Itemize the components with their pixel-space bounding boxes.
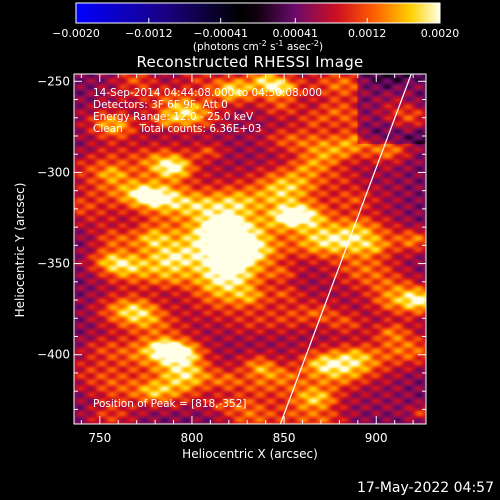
y-axis-label: Heliocentric Y (arcsec) [13, 183, 27, 318]
annotation-clean-counts: Clean Total counts: 6.36E+03 [93, 123, 262, 135]
annotation-block: 14-Sep-2014 04:44:08.000 to 04:50:08.000… [93, 87, 322, 135]
y-tick-label: −250 [37, 74, 70, 88]
solar-limb-line [279, 73, 412, 425]
y-tick-label: −400 [37, 348, 70, 362]
y-tick-label: −300 [37, 165, 70, 179]
colorbar-ticks: −0.0020 −0.0012 −0.00041 0.00041 0.0012 0.002… [52, 18, 459, 40]
colorbar-tick-label: 0.0020 [421, 27, 460, 40]
colorbar-area: −0.0020 −0.0012 −0.00041 0.00041 0.0012 0.002… [52, 2, 459, 53]
annotation-energy-range: Energy Range: 12.0 - 25.0 keV [93, 111, 254, 123]
peak-position-label: Position of Peak = [818,-352] [93, 398, 247, 410]
footer-date: 17-May-2022 04:57 [356, 480, 494, 496]
x-tick-label: 850 [273, 431, 296, 445]
colorbar-units: (photons cm-2 s-1 asec-2) [193, 39, 323, 53]
y-tick-label: −350 [37, 257, 70, 271]
x-tick-label: 900 [365, 431, 388, 445]
x-tick-label: 750 [88, 431, 111, 445]
colorbar [75, 2, 441, 24]
annotation-time-range: 14-Sep-2014 04:44:08.000 to 04:50:08.000 [93, 87, 322, 99]
x-tick-label: 800 [180, 431, 203, 445]
x-axis-ticks: 750 800 850 900 [80, 74, 414, 445]
colorbar-tick-label: 0.0012 [348, 27, 387, 40]
colorbar-tick-label: −0.0020 [52, 27, 100, 40]
colorbar-tick-label: −0.0012 [125, 27, 173, 40]
plot-frame [73, 73, 427, 425]
x-axis-label: Heliocentric X (arcsec) [182, 447, 318, 461]
annotation-detectors: Detectors: 3F 6F 9F, Att 0 [93, 99, 228, 111]
heatmap-image [74, 74, 426, 424]
colorbar-tick-label: −0.00041 [193, 27, 248, 40]
chart-title: Reconstructed RHESSI Image [136, 53, 364, 71]
y-axis-ticks: −250 −300 −350 −400 [37, 74, 426, 410]
colorbar-tick-label: 0.00041 [273, 27, 319, 40]
